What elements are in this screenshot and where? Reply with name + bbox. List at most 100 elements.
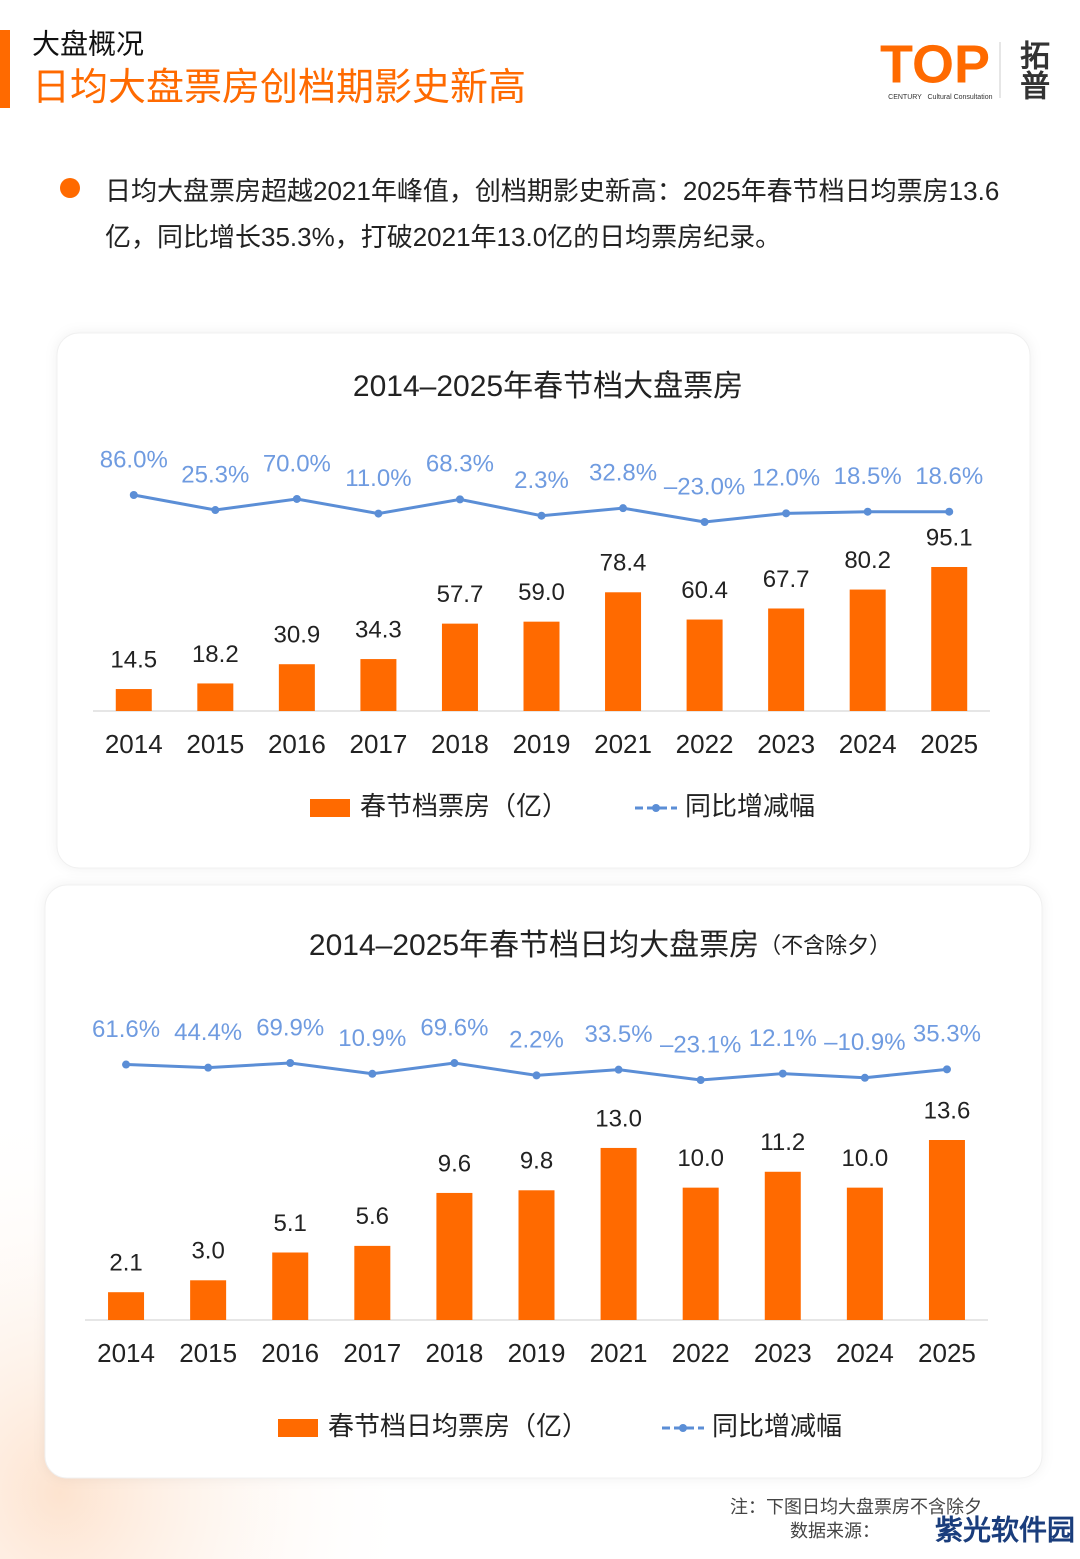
- line-point: [204, 1063, 213, 1072]
- data-label: 78.4: [600, 550, 647, 577]
- data-label: 13.6: [924, 1097, 971, 1124]
- x-tick-label: 2021: [590, 1338, 648, 1368]
- line-point: [863, 507, 872, 516]
- card: [44, 884, 1043, 1479]
- bar: [764, 1171, 801, 1320]
- x-tick-label: 2023: [754, 1338, 812, 1368]
- watermark: 紫光软件园: [935, 1514, 1075, 1545]
- x-tick-label: 2019: [508, 1338, 566, 1368]
- x-tick-label: 2018: [431, 729, 489, 759]
- data-label: 59.0: [518, 579, 565, 606]
- bar: [278, 664, 315, 711]
- x-tick-label: 2015: [179, 1338, 237, 1368]
- data-label: –23.0%: [664, 473, 745, 500]
- data-label: 3.0: [191, 1238, 224, 1265]
- x-tick-label: 2025: [920, 729, 978, 759]
- chart-title-main: 2014–2025年春节档日均大盘票房: [309, 929, 759, 962]
- x-tick-label: 2014: [105, 729, 163, 759]
- bar: [360, 659, 397, 711]
- bar: [682, 1187, 719, 1320]
- bar: [686, 619, 723, 711]
- data-label: 70.0%: [263, 450, 331, 477]
- line-point: [696, 1076, 705, 1084]
- bar: [849, 589, 886, 711]
- data-label: 9.8: [520, 1148, 553, 1175]
- note: 注：下图日均大盘票房不含除夕: [730, 1497, 982, 1517]
- data-label: 10.0: [842, 1145, 889, 1172]
- line-point: [368, 1069, 377, 1078]
- bar: [931, 567, 968, 711]
- data-label: 57.7: [437, 581, 484, 608]
- data-label: 5.6: [356, 1203, 389, 1230]
- legend-swatch: [310, 799, 350, 817]
- line-point: [129, 491, 138, 499]
- bar: [928, 1140, 965, 1320]
- bar: [518, 1190, 555, 1320]
- chart-title: 2014–2025年春节档大盘票房: [353, 370, 743, 403]
- data-label: 18.6%: [915, 463, 983, 490]
- bar: [846, 1187, 883, 1320]
- x-tick-label: 2021: [594, 729, 652, 759]
- chart-title-note: （不含除夕）: [759, 933, 891, 958]
- bullet-dot: [60, 178, 80, 198]
- data-label: 67.7: [763, 566, 810, 593]
- line-point: [782, 509, 791, 518]
- x-tick-label: 2025: [918, 1338, 976, 1368]
- data-label: 33.5%: [585, 1021, 653, 1048]
- chart-title: 2014–2025年春节档日均大盘票房（不含除夕）: [309, 929, 891, 962]
- line-point: [211, 506, 220, 515]
- x-tick-label: 2022: [676, 729, 734, 759]
- data-label: 69.9%: [256, 1014, 324, 1041]
- line-point: [942, 1065, 951, 1074]
- line-point: [619, 504, 628, 513]
- data-label: 18.5%: [834, 463, 902, 490]
- logo-left: CENTURY: [888, 94, 922, 101]
- data-label: 80.2: [844, 547, 891, 574]
- legend-label: 春节档日均票房（亿）: [328, 1411, 588, 1441]
- bar: [436, 1192, 473, 1320]
- line-point: [292, 494, 301, 503]
- bar: [441, 623, 478, 711]
- x-tick-label: 2022: [672, 1338, 730, 1368]
- data-label: 5.1: [274, 1210, 307, 1237]
- legend-label: 春节档票房（亿）: [360, 791, 568, 821]
- bar: [115, 689, 152, 711]
- data-label: 44.4%: [174, 1019, 242, 1046]
- section: 大盘概况: [32, 28, 144, 59]
- data-label: 11.0%: [345, 465, 411, 492]
- data-label: –10.9%: [824, 1029, 905, 1056]
- data-label: 32.8%: [589, 460, 657, 487]
- x-tick-label: 2015: [186, 729, 244, 759]
- data-label: 34.3: [355, 616, 402, 643]
- legend-dot: [679, 1424, 687, 1432]
- logo: TOP: [880, 34, 990, 94]
- data-label: 9.6: [438, 1150, 471, 1177]
- line-point: [700, 518, 709, 526]
- x-tick-label: 2016: [261, 1338, 319, 1368]
- data-label: 61.6%: [92, 1016, 160, 1043]
- legend-label: 同比增减幅: [685, 791, 815, 821]
- legend-label: 同比增减幅: [712, 1411, 842, 1441]
- card: [56, 332, 1031, 869]
- line-point: [450, 1059, 459, 1068]
- header-bar: [0, 30, 10, 108]
- bar: [197, 683, 234, 711]
- x-tick-label: 2017: [343, 1338, 401, 1368]
- x-tick-label: 2023: [757, 729, 815, 759]
- data-label: 68.3%: [426, 451, 494, 478]
- data-label: 86.0%: [100, 446, 168, 473]
- data-label: 60.4: [681, 577, 728, 604]
- data-label: 14.5: [110, 646, 157, 673]
- bar: [108, 1292, 145, 1320]
- data-label: 69.6%: [420, 1014, 488, 1041]
- data-label: 12.0%: [752, 465, 820, 492]
- logo-right: Cultural Consultation: [928, 94, 993, 101]
- line-point: [122, 1060, 131, 1069]
- legend-swatch: [278, 1419, 318, 1437]
- line-point: [945, 507, 954, 516]
- bar: [190, 1280, 227, 1320]
- data-label: 2.2%: [509, 1027, 564, 1054]
- bullet-text: 日均大盘票房超越2021年峰值，创档期影史新高：2025年春节档日均票房13.6…: [105, 176, 1000, 252]
